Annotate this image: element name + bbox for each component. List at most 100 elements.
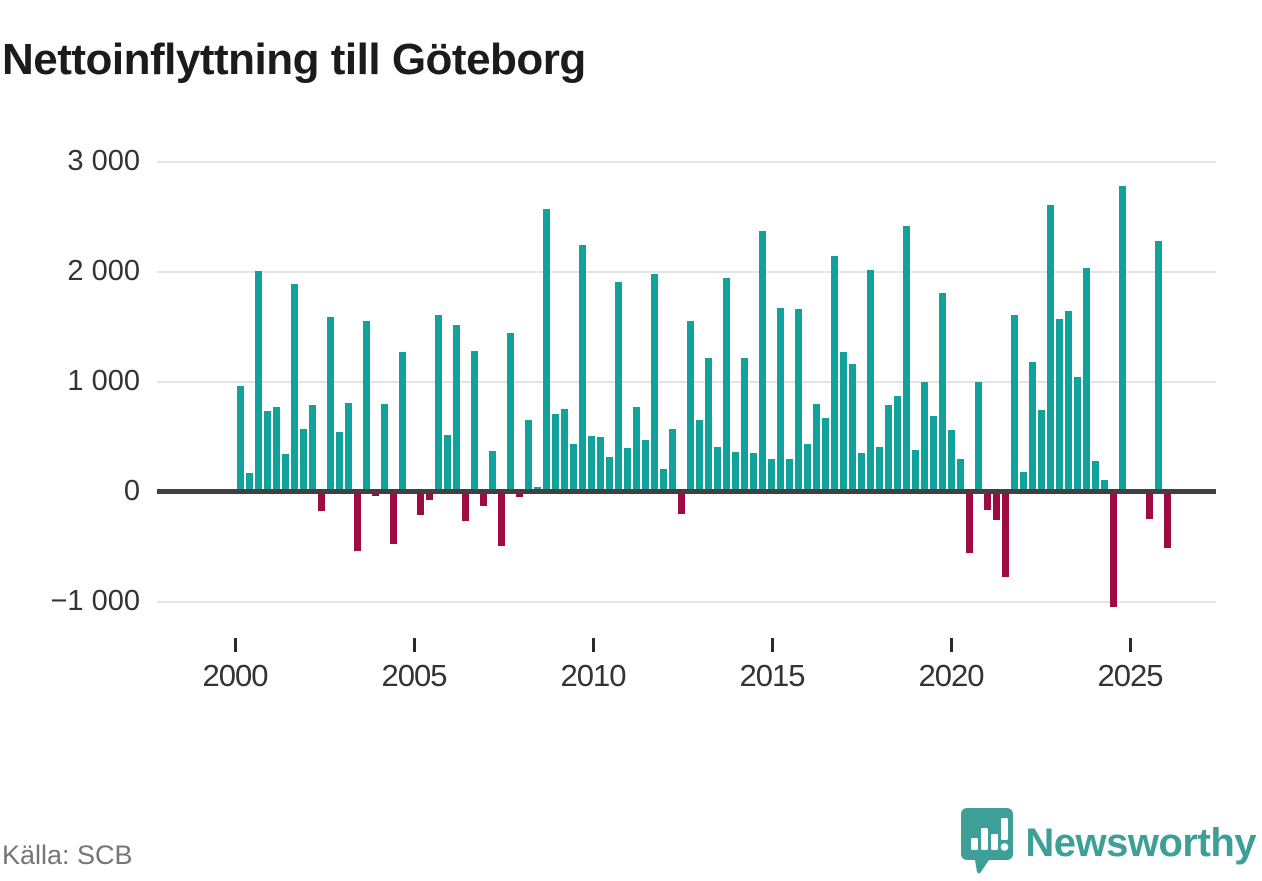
bar [1092, 460, 1099, 492]
bar [570, 444, 577, 492]
bar [723, 278, 730, 492]
bar [1002, 491, 1009, 578]
gridline [157, 600, 1216, 603]
gridline [157, 270, 1216, 273]
x-axis-tick [770, 638, 774, 652]
bar [1164, 491, 1171, 548]
bar [777, 308, 784, 492]
bar [426, 491, 433, 501]
x-axis-label: 2020 [918, 658, 985, 693]
gridline [157, 380, 1216, 383]
bar [336, 432, 343, 492]
bar [435, 314, 442, 492]
bar [597, 436, 604, 492]
bar [822, 418, 829, 492]
brand-wordmark: Newsworthy [1025, 821, 1256, 865]
bar [561, 409, 568, 492]
bar [714, 446, 721, 492]
bar [1101, 479, 1108, 492]
bar [921, 381, 928, 492]
x-axis-label: 2005 [381, 658, 448, 693]
bar [273, 407, 280, 492]
bar [282, 454, 289, 492]
bar [606, 456, 613, 492]
y-axis-label: −1 000 [50, 584, 140, 617]
bar [894, 396, 901, 492]
bar [732, 452, 739, 492]
chart-title: Nettoinflyttning till Göteborg [2, 35, 586, 85]
bar [507, 333, 514, 492]
bar [525, 420, 532, 492]
bar [1056, 319, 1063, 492]
bar [264, 411, 271, 492]
bar [1020, 471, 1027, 492]
bar [867, 269, 874, 492]
bar [1038, 410, 1045, 492]
bar [669, 429, 676, 492]
y-axis-label: 1 000 [67, 364, 140, 397]
bar [399, 352, 406, 492]
bar [417, 491, 424, 515]
bar [318, 491, 325, 512]
bar [1011, 314, 1018, 492]
bar [579, 245, 586, 492]
bar [642, 440, 649, 492]
bar [912, 449, 919, 492]
bar [831, 256, 838, 492]
x-axis-label: 2000 [202, 658, 269, 693]
bar [354, 491, 361, 552]
bar [462, 491, 469, 522]
x-axis-tick [591, 638, 595, 652]
bar [876, 446, 883, 492]
zero-axis-line [157, 489, 1216, 495]
bar [624, 447, 631, 492]
bar [543, 209, 550, 492]
bar [768, 458, 775, 492]
bar [858, 453, 865, 492]
x-axis-label: 2015 [739, 658, 806, 693]
bar [309, 404, 316, 492]
bar [237, 386, 244, 492]
y-axis-label: 0 [123, 474, 140, 507]
bar [651, 273, 658, 492]
bar [930, 415, 937, 492]
bar [246, 473, 253, 492]
x-axis-label: 2010 [560, 658, 627, 693]
bar [966, 491, 973, 554]
bar [381, 403, 388, 492]
bar [471, 350, 478, 492]
bar [795, 309, 802, 492]
bar [750, 453, 757, 492]
bar [516, 491, 523, 498]
bar [489, 451, 496, 492]
bar [453, 324, 460, 492]
bar [444, 434, 451, 492]
bar [498, 491, 505, 546]
bar [480, 491, 487, 506]
x-axis-tick [233, 638, 237, 652]
bar [363, 321, 370, 492]
bar [291, 283, 298, 492]
bar [1110, 491, 1117, 608]
bar [1074, 377, 1081, 492]
bar [804, 444, 811, 492]
bar [345, 402, 352, 492]
bar [1047, 204, 1054, 492]
bar [1155, 240, 1162, 492]
speech-bubble-bar-chart-exclamation-icon [959, 806, 1015, 881]
bar [1029, 361, 1036, 492]
bar [633, 407, 640, 492]
bar [687, 321, 694, 492]
bar [885, 404, 892, 492]
bar [993, 491, 1000, 521]
bar [705, 357, 712, 492]
bar [1083, 268, 1090, 492]
bar [327, 316, 334, 492]
bar [390, 491, 397, 545]
bar [984, 491, 991, 511]
bar [255, 270, 262, 492]
bar [813, 403, 820, 492]
bar [759, 231, 766, 492]
bar [660, 468, 667, 492]
